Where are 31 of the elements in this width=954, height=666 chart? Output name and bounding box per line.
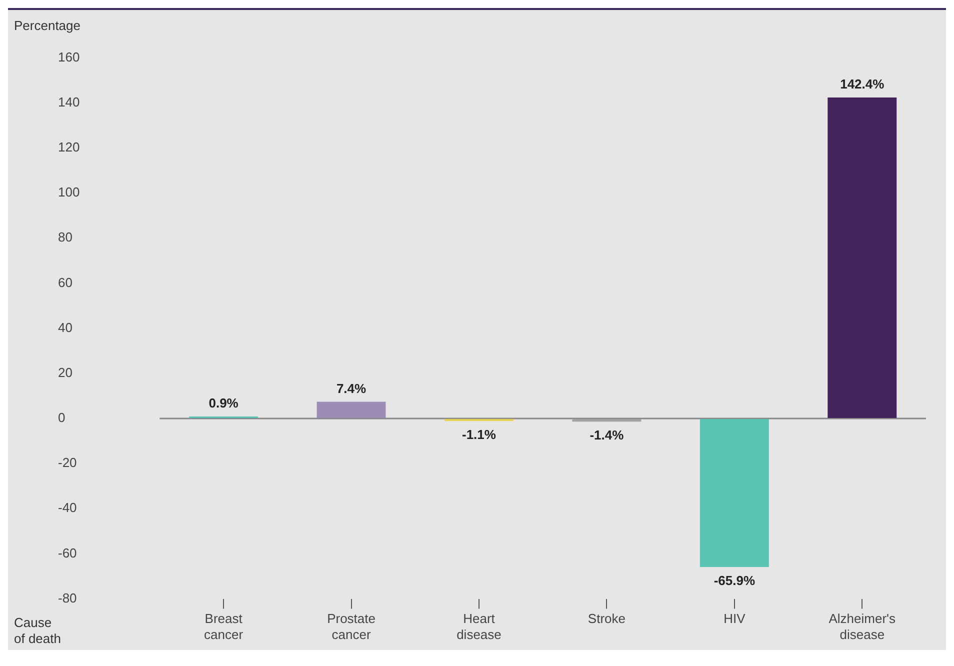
bar xyxy=(316,402,386,418)
y-tick-label: 80 xyxy=(58,230,72,245)
data-label: 142.4% xyxy=(840,76,885,92)
x-tick-label: Alzheimer's disease xyxy=(828,611,896,642)
data-label: -1.1% xyxy=(462,427,496,442)
data-label: 0.9% xyxy=(208,396,239,411)
bar xyxy=(572,418,642,422)
data-label: -65.9% xyxy=(714,573,756,588)
x-tick-label: HIV xyxy=(724,611,746,626)
y-tick-label: 20 xyxy=(58,364,72,380)
y-axis-title: Percentage xyxy=(14,18,80,34)
x-tick-label: Heart disease xyxy=(456,611,502,642)
y-tick-label: 40 xyxy=(58,320,72,335)
y-tick-label: 60 xyxy=(58,274,72,290)
y-tick-label: -40 xyxy=(58,500,77,516)
x-tick-label: Stroke xyxy=(588,611,626,626)
x-axis-title: Cause of death xyxy=(14,614,61,646)
x-tick-label: Breast cancer xyxy=(204,611,244,642)
bar xyxy=(828,97,897,418)
data-label: -1.4% xyxy=(590,428,624,443)
y-tick-label: 160 xyxy=(58,49,80,64)
y-tick-label: 140 xyxy=(58,94,80,110)
bar xyxy=(700,418,769,568)
y-tick-label: -20 xyxy=(58,455,77,470)
y-tick-label: -60 xyxy=(58,545,77,560)
y-tick-label: 120 xyxy=(58,140,80,155)
data-label: 7.4% xyxy=(336,380,367,396)
y-tick-label: 0 xyxy=(58,410,66,426)
x-tick-label: Prostate cancer xyxy=(327,611,376,642)
y-tick-label: -80 xyxy=(58,590,77,606)
y-tick-label: 100 xyxy=(58,184,80,200)
